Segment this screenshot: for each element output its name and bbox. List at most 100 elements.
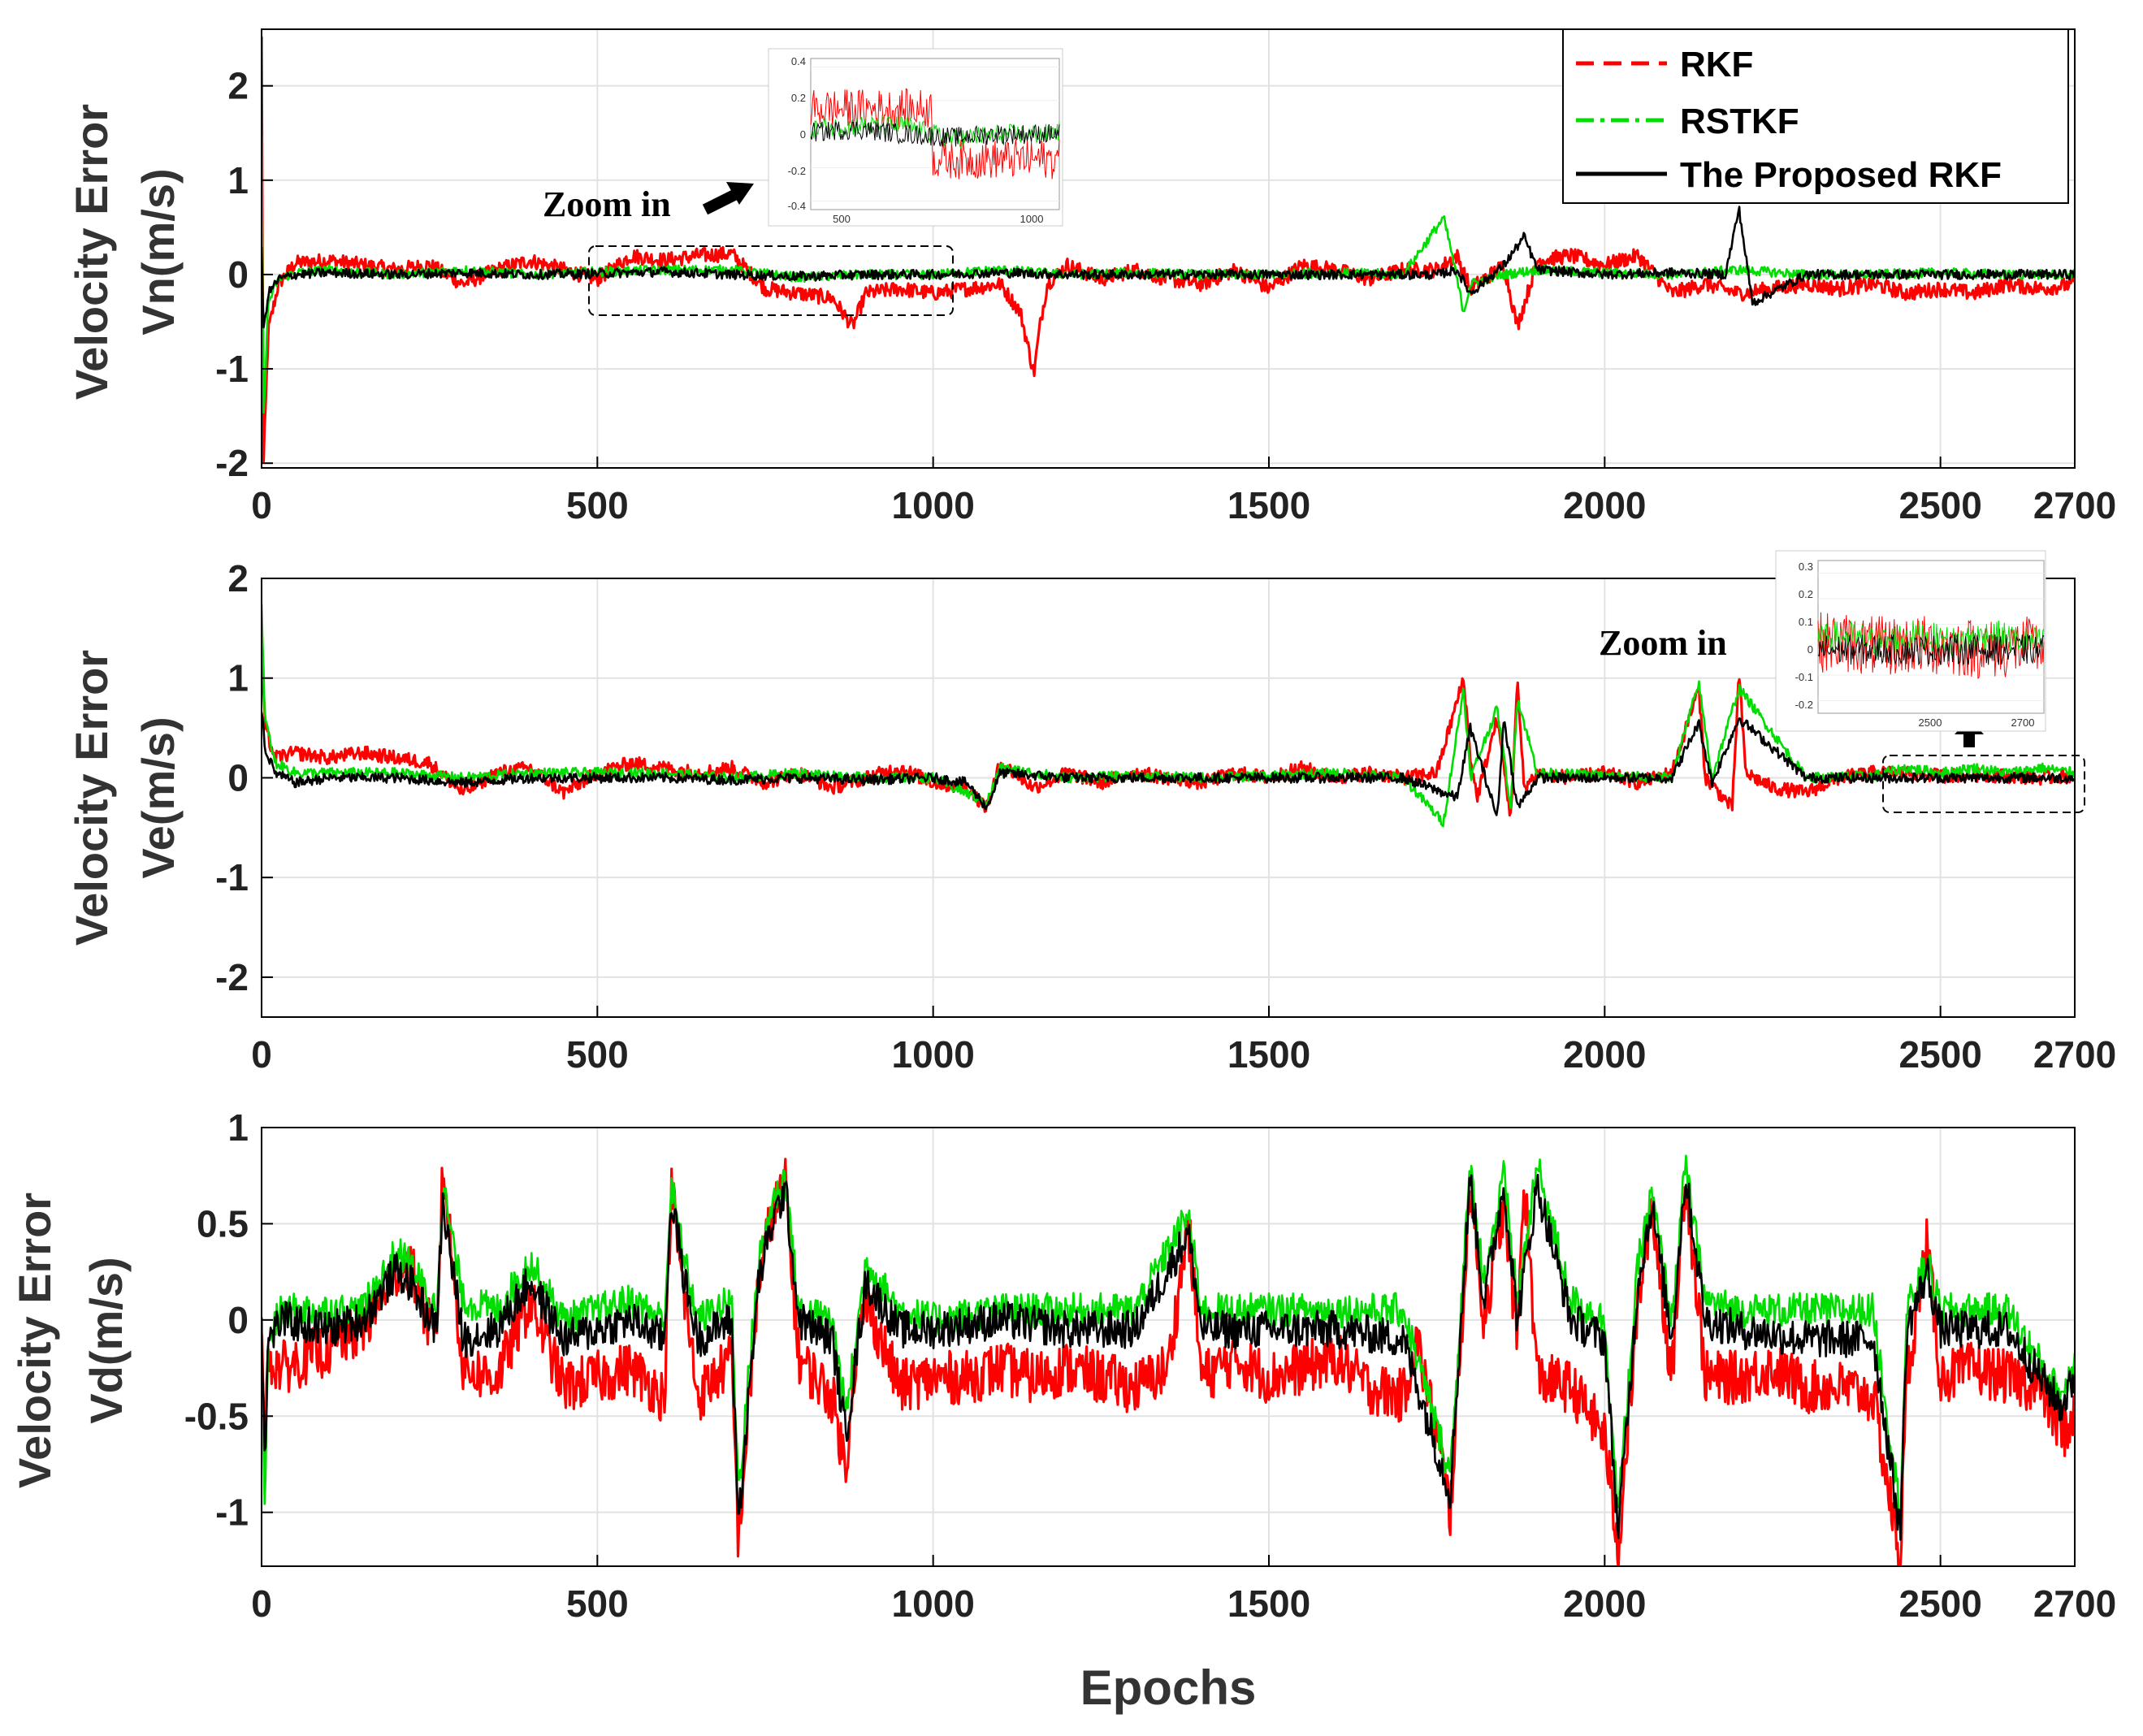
inset-ytick-ve: -0.1: [1795, 671, 1813, 683]
ytick-label: 1: [227, 159, 249, 201]
inset-series-line: [1817, 620, 2045, 657]
xtick-label: 0: [251, 1033, 272, 1076]
inset-lines-vn: [810, 88, 1060, 180]
inset-ytick-ve: 0.1: [1799, 616, 1813, 628]
inset-xtick-vn: 500: [833, 213, 851, 225]
xtick-label: 1500: [1227, 1582, 1310, 1625]
inset-series-line: [810, 115, 1060, 149]
series-line-the-proposed-rkf: [262, 206, 2075, 329]
xticks-vn: 0 500 1000 1500 2000 2500 2700: [251, 457, 2116, 526]
xtick-label: 2500: [1898, 484, 1981, 526]
xtick-label: 2500: [1898, 1033, 1981, 1076]
inset-xtick-ve: 2700: [2011, 716, 2035, 729]
axes-box-vd: [261, 1127, 2076, 1567]
zoom-label-vn: Zoom in: [543, 184, 671, 224]
inset-ytick-ve: -0.2: [1795, 699, 1813, 711]
inset-ytick-vn: 0.4: [791, 55, 806, 67]
ytick-label: 0: [227, 1299, 249, 1341]
xtick-label: 2500: [1898, 1582, 1981, 1625]
panel-ve: -2 -1 0 1 2 0 500 1000 1500 2000 2500 2700 Velocit…: [66, 550, 2116, 1076]
panel-vd: -1 -0.5 0 0.5 1 0 500 1000 1500 2000 2500 2700 Vel…: [9, 1106, 2116, 1715]
series-line-rkf: [262, 1158, 2075, 1566]
inset-plot-ve: 0.3 0.2 0.1 0 -0.1 -0.2 2500 2700: [1775, 550, 2046, 732]
series-line-rkf: [262, 626, 2075, 817]
inset-ytick-ve: 0.3: [1799, 561, 1813, 573]
ylabel-line2-vd: Vd(m/s): [80, 1257, 132, 1423]
series-group-vn: [262, 36, 2075, 463]
xtick-label: 1000: [891, 1033, 974, 1076]
zoom-region-box-ve: [1882, 755, 2085, 813]
inset-grid-ve: [1818, 573, 2044, 701]
series-group-vd: [262, 1154, 2075, 1566]
yticks-ve: -2 -1 0 1 2: [215, 557, 273, 998]
xtick-label: 500: [566, 484, 629, 526]
xticks-vd: 0 500 1000 1500 2000 2500 2700: [251, 1555, 2116, 1625]
inset-ytick-ve: 0.2: [1799, 588, 1813, 600]
ylabel-line1-vn: Velocity Error: [66, 104, 117, 400]
xticks-ve: 0 500 1000 1500 2000 2500 2700: [251, 1006, 2116, 1076]
series-line-the-proposed-rkf: [262, 712, 2075, 816]
inset-xtick-vn: 1000: [1020, 213, 1044, 225]
inset-series-line: [810, 88, 1060, 180]
xtick-label: 2700: [2033, 1033, 2116, 1076]
inset-plot-vn: 0.4 0.2 0 -0.2 -0.4 500 1000: [768, 48, 1063, 227]
ytick-label: -1: [215, 348, 249, 390]
xtick-label: 2000: [1563, 1582, 1646, 1625]
legend-label-rstkf: RSTKF: [1680, 102, 1799, 141]
xtick-label: 2000: [1563, 1033, 1646, 1076]
ytick-label: -2: [215, 442, 249, 484]
xtick-label: 0: [251, 484, 272, 526]
zoom-label-ve: Zoom in: [1599, 623, 1727, 663]
xtick-label: 500: [566, 1033, 629, 1076]
inset-lines-ve: [1817, 612, 2045, 679]
inset-ytick-ve: 0: [1807, 643, 1813, 656]
ylabel-line2-ve: Ve(m/s): [132, 716, 184, 878]
ytick-label: 0: [227, 253, 249, 296]
legend: RKF RSTKF The Proposed RKF: [1562, 28, 2069, 204]
xtick-label: 0: [251, 1582, 272, 1625]
x-axis-label: Epochs: [1080, 1660, 1257, 1715]
xtick-label: 1500: [1227, 484, 1310, 526]
inset-ytick-vn: -0.2: [788, 165, 806, 177]
ytick-label: 1: [227, 657, 249, 699]
series-line-rstkf: [262, 1154, 2075, 1522]
yticks-vd: -1 -0.5 0 0.5 1: [184, 1106, 273, 1534]
ytick-label: 2: [227, 65, 249, 107]
xtick-label: 1500: [1227, 1033, 1310, 1076]
inset-xtick-ve: 2500: [1919, 716, 1942, 729]
yticks-vn: -2 -1 0 1 2: [215, 65, 273, 484]
inset-axes-ve: [1817, 560, 2045, 714]
panel-vn: -2 -1 0 1 2 0 500 1000 1500 2000 2500 2700 Velocit…: [66, 28, 2116, 526]
ylabel-line2-vn: Vn(m/s): [132, 168, 184, 335]
series-group-ve: [262, 604, 2075, 828]
xtick-label: 2700: [2033, 484, 2116, 526]
axes-box-ve: [261, 578, 2076, 1018]
ylabel-line1-ve: Velocity Error: [66, 650, 117, 946]
inset-series-line: [1817, 612, 2045, 679]
inset-ytick-vn: 0: [800, 128, 806, 141]
ytick-label: -0.5: [184, 1395, 249, 1437]
ytick-label: -1: [215, 1491, 249, 1534]
ytick-label: -2: [215, 956, 249, 998]
legend-label-rkf: RKF: [1680, 45, 1753, 84]
ytick-label: -1: [215, 856, 249, 898]
axes-box-vn: [261, 28, 2076, 469]
xtick-label: 500: [566, 1582, 629, 1625]
xtick-label: 2700: [2033, 1582, 2116, 1625]
ylabel-line1-vd: Velocity Error: [9, 1193, 60, 1488]
series-line-rstkf: [262, 604, 2075, 828]
inset-series-line: [1817, 634, 2045, 666]
inset-ytick-vn: 0.2: [791, 92, 806, 104]
inset-series-line: [810, 121, 1060, 147]
xtick-label: 1000: [891, 484, 974, 526]
ytick-label: 0.5: [197, 1202, 249, 1245]
ytick-label: 0: [227, 756, 249, 799]
zoom-region-box-vn: [588, 245, 954, 316]
ytick-label: 1: [227, 1106, 249, 1149]
ytick-label: 2: [227, 557, 249, 600]
series-line-the-proposed-rkf: [262, 1173, 2075, 1541]
xtick-label: 1000: [891, 1582, 974, 1625]
xtick-label: 2000: [1563, 484, 1646, 526]
